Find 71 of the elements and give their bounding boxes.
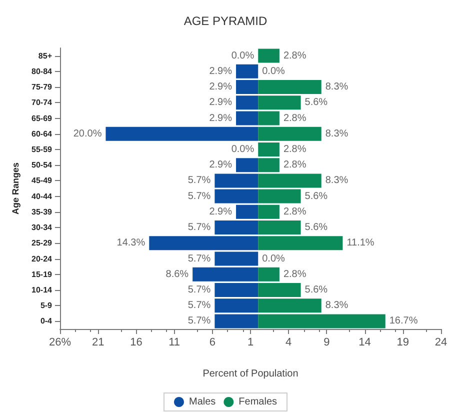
data-label: 2.8% [283, 112, 306, 124]
chart-title: AGE PYRAMID [184, 14, 268, 28]
data-label: 5.6% [304, 284, 328, 296]
data-label: 2.9% [209, 160, 232, 171]
data-label: 2.9% [209, 206, 232, 218]
data-label: 2.9% [209, 112, 232, 124]
data-label: 8.6% [166, 268, 189, 280]
x-tick-label: 14 [358, 336, 371, 348]
data-label: 5.6% [304, 222, 328, 234]
data-label: 2.9% [209, 97, 232, 108]
bar [258, 48, 280, 63]
y-tick-label: 0-4 [40, 316, 53, 326]
data-label: 2.8% [283, 206, 306, 218]
data-label: 8.3% [325, 82, 348, 93]
x-tick-label: 24 [434, 336, 448, 348]
y-tick-label: 25-29 [32, 238, 53, 248]
x-tick-label: 11 [168, 336, 180, 348]
data-label: 0.0% [231, 144, 254, 155]
y-tick-label: 30-34 [32, 223, 53, 232]
data-label: 5.7% [188, 316, 211, 327]
x-tick-label: 16 [130, 336, 142, 348]
y-tick-label: 55-59 [32, 144, 53, 154]
data-label: 2.8% [283, 50, 306, 62]
x-tick-label: 19 [396, 336, 410, 348]
data-label: 5.7% [188, 253, 211, 264]
data-label: 2.8% [283, 160, 306, 171]
data-label: 5.7% [188, 190, 211, 202]
x-tick-label: 9 [324, 336, 330, 348]
x-tick-label: 1 [247, 336, 254, 348]
data-label: 5.7% [188, 300, 211, 312]
y-tick-label: 70-74 [32, 98, 53, 108]
y-tick-label: 35-39 [32, 207, 53, 216]
data-label: 0.0% [231, 50, 254, 62]
y-axis-title: Age Ranges [10, 162, 20, 215]
data-label: 0.0% [262, 66, 286, 77]
x-tick-label: 21 [92, 336, 104, 348]
y-tick-label: 45-49 [32, 176, 53, 186]
x-tick-label: 26% [48, 336, 72, 348]
data-label: 16.7% [389, 316, 418, 327]
data-label: 8.3% [325, 175, 348, 186]
y-tick-label: 40-44 [32, 192, 53, 201]
data-label: 5.7% [188, 222, 211, 234]
data-label: 5.7% [188, 284, 211, 296]
y-tick-label: 10-14 [32, 285, 53, 294]
x-tick-label: 6 [209, 336, 216, 348]
data-label: 0.0% [262, 253, 286, 264]
y-tick-label: 75-79 [32, 82, 53, 92]
data-label: 2.8% [283, 268, 306, 280]
data-label: 2.8% [283, 144, 306, 155]
y-tick-label: 80-84 [32, 66, 53, 76]
data-label: 2.9% [209, 82, 232, 93]
y-tick-label: 20-24 [32, 254, 53, 264]
data-label: 5.6% [304, 190, 328, 202]
data-label: 2.9% [209, 66, 232, 77]
y-tick-label: 85+ [38, 51, 52, 60]
y-tick-label: 5-9 [40, 301, 53, 310]
y-tick-label: 50-54 [32, 160, 53, 170]
data-label: 8.3% [325, 128, 348, 140]
y-tick-label: 65-69 [32, 114, 53, 123]
data-label: 8.3% [325, 300, 348, 312]
x-axis-title: Percent of Population [202, 368, 298, 380]
data-label: 20.0% [73, 128, 102, 140]
x-tick-label: 4 [286, 336, 292, 348]
y-tick-label: 15-19 [32, 270, 53, 279]
data-label: 5.7% [188, 175, 211, 186]
data-label: 14.3% [116, 238, 146, 249]
data-label: 11.1% [346, 238, 374, 249]
legend-label: Males [188, 396, 216, 408]
legend-label: Females [238, 396, 278, 408]
data-label: 5.6% [304, 97, 328, 108]
y-tick-label: 60-64 [32, 129, 53, 138]
